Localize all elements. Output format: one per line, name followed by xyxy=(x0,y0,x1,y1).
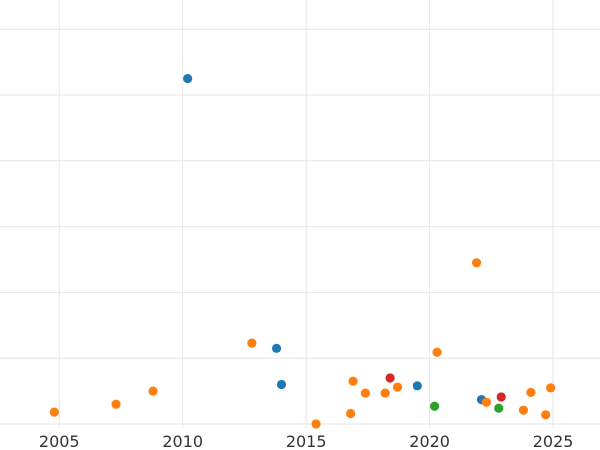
data-point-series1-1 xyxy=(111,399,121,409)
x-tick-labels: 2005 2010 2015 2020 2025 xyxy=(39,432,574,450)
data-point-series1-3 xyxy=(247,338,257,348)
data-point-series1-4 xyxy=(311,419,321,429)
data-point-series1-0 xyxy=(49,407,59,417)
data-point-series3-1 xyxy=(496,392,506,402)
x-tick-label: 2025 xyxy=(533,432,574,450)
data-point-series1-12 xyxy=(481,397,492,407)
data-points xyxy=(49,73,556,429)
data-point-series1-8 xyxy=(380,388,390,398)
data-point-series1-2 xyxy=(148,386,158,396)
x-tick-label: 2005 xyxy=(39,432,80,450)
x-gridlines xyxy=(58,0,554,428)
data-point-series1-10 xyxy=(432,347,442,357)
data-point-series1-5 xyxy=(346,408,356,419)
data-point-series1-11 xyxy=(471,258,482,268)
x-tick-label: 2010 xyxy=(162,432,203,450)
y-gridlines xyxy=(0,28,600,425)
data-point-series1-7 xyxy=(360,388,371,398)
data-point-series1-14 xyxy=(526,387,536,398)
data-point-series2-1 xyxy=(494,403,504,413)
data-point-series0-3 xyxy=(412,381,422,391)
data-point-series2-0 xyxy=(429,401,440,411)
data-point-series1-6 xyxy=(348,376,358,386)
data-point-series0-1 xyxy=(271,343,282,353)
data-point-series1-13 xyxy=(518,405,529,415)
data-point-series1-16 xyxy=(546,383,556,393)
data-point-series1-15 xyxy=(541,410,551,420)
data-point-series3-0 xyxy=(385,373,395,383)
data-point-series0-2 xyxy=(276,379,287,390)
data-point-series1-9 xyxy=(392,382,403,392)
x-tick-label: 2020 xyxy=(409,432,450,450)
data-point-series0-0 xyxy=(183,73,193,84)
x-tick-label: 2015 xyxy=(286,432,327,450)
